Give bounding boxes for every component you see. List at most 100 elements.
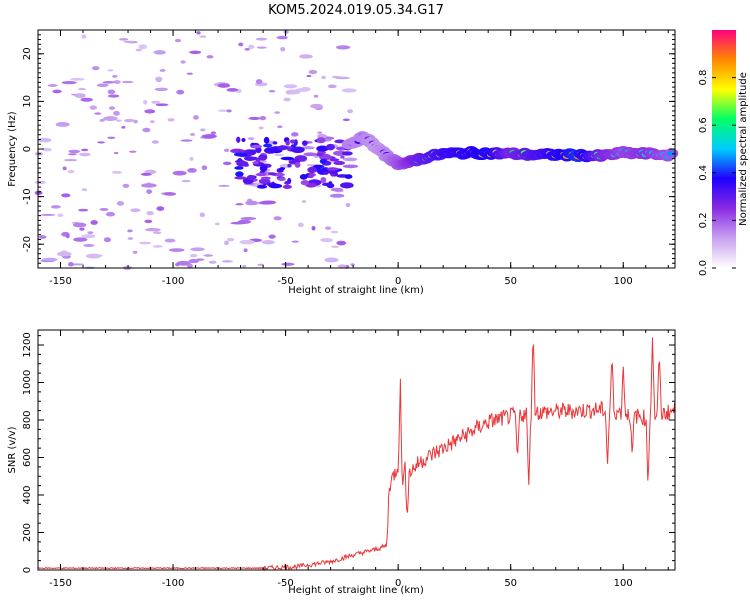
x-tick-label: 0 — [395, 578, 401, 589]
spectrogram-echo — [159, 68, 166, 72]
spectrogram-echo — [334, 76, 350, 80]
spectrogram-echo — [142, 127, 151, 133]
spectrogram-echo — [256, 184, 268, 189]
spectrogram-echo — [63, 158, 78, 162]
spectrogram-echo — [325, 226, 332, 230]
spectrogram-echo — [208, 260, 217, 264]
spectrogram-echo — [199, 212, 205, 218]
spectrogram-echo — [175, 263, 180, 267]
spectrogram-echo — [91, 66, 100, 71]
spectrogram-echo — [236, 136, 241, 143]
spectrogram-echo — [258, 178, 271, 184]
snr-panel: -150 -100 -50 0 50 100 020040060080010001200 … — [7, 329, 676, 596]
spectrogram-echo — [255, 172, 267, 177]
spectrogram-echo — [294, 161, 301, 168]
spectrogram-echo — [190, 247, 205, 252]
spectrogram-echo — [319, 158, 328, 164]
spectrogram-echo — [116, 119, 122, 122]
spectrogram-echo — [143, 99, 148, 105]
spectrogram-echo — [130, 208, 141, 213]
spectrogram-echo — [96, 83, 109, 88]
colorbar-gradient — [712, 30, 736, 268]
x-tick-label: 50 — [504, 276, 517, 287]
spectrogram-echo — [174, 38, 182, 43]
spectrogram-echo — [189, 133, 196, 136]
spectrogram-echo — [280, 46, 286, 52]
spectrogram-echo — [223, 148, 230, 152]
spectrogram-echo — [103, 237, 112, 243]
spectrogram-echo — [123, 40, 137, 44]
spectrogram-echo — [323, 171, 329, 175]
spectrogram-echo — [321, 75, 327, 80]
spectrogram-echo — [261, 240, 275, 245]
snr-x-label: Height of straight line (km) — [288, 585, 424, 596]
spectrogram-echo — [342, 164, 359, 169]
spectrogram-echo — [277, 125, 283, 129]
x-tick-label: -150 — [49, 276, 72, 287]
spectrogram-echo — [78, 208, 89, 212]
spectrogram-echo — [214, 222, 220, 226]
spectrogram-echo — [303, 152, 318, 157]
x-tick-label: -100 — [162, 578, 185, 589]
y-tick-label: 1000 — [22, 370, 33, 395]
x-tick-label: 100 — [614, 578, 633, 589]
spectrogram-echo — [290, 139, 296, 144]
spectrogram-echo — [316, 137, 326, 144]
spectrogram-echo — [249, 149, 256, 153]
spectrogram-echo — [72, 222, 87, 228]
spectrogram-echo — [324, 257, 339, 263]
spectrogram-echo — [345, 202, 351, 208]
spectrogram-echo — [55, 122, 70, 127]
y-tick-label: 0 — [22, 567, 33, 573]
spectrogram-echo — [258, 126, 264, 130]
spectrogram-echo — [297, 222, 304, 227]
spectrogram-echo — [227, 237, 235, 242]
spectrogram-echo — [342, 157, 358, 162]
spectrogram-echo — [121, 126, 126, 129]
spectrogram-echo — [89, 105, 98, 110]
spectrogram-echo — [199, 128, 206, 132]
y-tick-label: -10 — [22, 188, 33, 204]
spectrogram-echo — [74, 93, 86, 99]
spectrogram-echo — [337, 264, 347, 268]
spectrogram-echo — [144, 227, 161, 232]
spectrogram-echo — [127, 237, 134, 240]
spectrogram-echo — [255, 37, 268, 41]
spectrogram-echo — [350, 263, 355, 266]
spectrogram-echo — [237, 149, 245, 153]
spectrogram-echo — [329, 158, 340, 162]
spectrogram-echo — [268, 234, 276, 239]
spectrogram-echo — [326, 183, 335, 189]
spectrogram-echo — [107, 136, 116, 140]
spectrogram-echo — [255, 79, 263, 85]
spectrogram-echo — [168, 248, 185, 252]
spectrogram-echo — [155, 103, 169, 107]
y-tick-label: 10 — [22, 95, 33, 108]
spectrogram-echo — [347, 109, 354, 114]
spectrogram-echo — [282, 184, 292, 189]
spectrogram-echo — [193, 115, 199, 120]
spectrogram-echo — [113, 80, 121, 84]
spectrogram-echo — [187, 168, 197, 173]
x-tick-label: 50 — [504, 578, 517, 589]
spectrogram-echo — [291, 146, 305, 154]
spectrogram-echo — [129, 150, 137, 153]
spectrogram-echo — [68, 149, 81, 154]
spectrogram-echo — [67, 170, 75, 174]
spectrogram-echo — [236, 160, 249, 167]
spectrogram-echo — [127, 229, 133, 233]
spectrogram-echo — [111, 170, 123, 174]
spectrogram-echo — [56, 251, 72, 257]
spectrogram-echo — [234, 166, 244, 170]
spectrogram-echo — [281, 262, 295, 266]
spectrogram-echo — [341, 88, 357, 93]
spectrogram-echo — [283, 97, 291, 102]
spectrogram-echo — [277, 145, 289, 151]
spectrogram-echo — [301, 140, 308, 146]
spectrogram-echo — [234, 176, 247, 180]
spectrogram-echo — [81, 188, 88, 192]
spectrogram-echo — [276, 35, 288, 40]
spectrogram-echo — [258, 201, 275, 205]
spectrogram-echo — [310, 103, 323, 109]
spectrogram-echo — [121, 80, 134, 84]
